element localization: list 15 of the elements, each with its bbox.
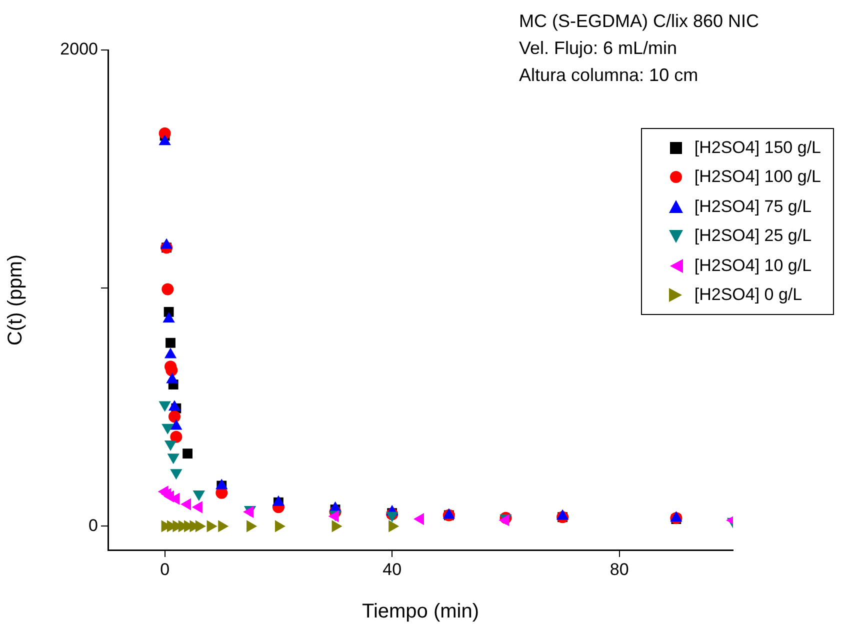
x-tick-label: 80: [610, 560, 629, 579]
text: MC (S-EGDMA) C/lix 860 NIC: [519, 10, 760, 33]
legend-label: [H2SO4] 25 g/L: [694, 226, 812, 246]
x-tick-label: 0: [160, 560, 170, 579]
y-tick-label: 2000: [60, 40, 98, 59]
x-axis-title: Tiempo (min): [362, 600, 480, 623]
y-axis-title: C(t) (ppm): [4, 254, 27, 346]
legend-label: [H2SO4] 75 g/L: [694, 196, 812, 217]
annotation: Altura columna: 10 cm: [519, 64, 700, 87]
x-tick-label: 40: [382, 560, 402, 579]
annotation: Vel. Flujo: 6 mL/min: [519, 37, 678, 60]
legend-label: [H2SO4] 150 g/L: [694, 138, 821, 158]
legend-label: [H2SO4] 0 g/L: [694, 285, 802, 306]
legend-label: [H2SO4] 100 g/L: [694, 167, 821, 188]
legend-label: [H2SO4] 10 g/L: [694, 256, 812, 276]
